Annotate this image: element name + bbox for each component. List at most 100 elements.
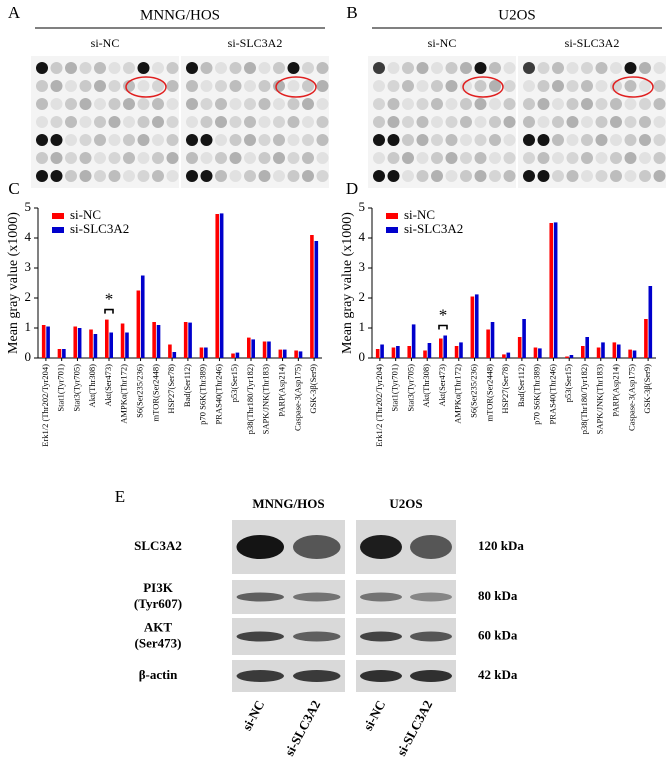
bar bbox=[502, 354, 506, 358]
y-tick-label: 1 bbox=[25, 319, 32, 334]
group-label: si-NC bbox=[428, 36, 457, 50]
dot bbox=[431, 116, 443, 128]
x-tick-label: Bad(Ser112) bbox=[516, 364, 526, 407]
dot bbox=[108, 134, 121, 146]
dot bbox=[402, 98, 414, 110]
dot bbox=[402, 62, 414, 74]
blot-cell-line: U2OS bbox=[389, 496, 422, 511]
dot bbox=[610, 134, 622, 146]
bar bbox=[219, 213, 224, 358]
dot bbox=[186, 170, 198, 182]
dot bbox=[416, 80, 429, 92]
dot bbox=[200, 134, 213, 146]
dot bbox=[595, 62, 608, 74]
dot bbox=[50, 98, 63, 110]
dot bbox=[50, 80, 63, 92]
dot bbox=[200, 152, 213, 164]
dot bbox=[416, 170, 429, 182]
x-tick-label: GSK-3β(Ser9) bbox=[642, 364, 652, 414]
panel-label: C bbox=[8, 179, 19, 198]
dot bbox=[316, 98, 329, 110]
dot bbox=[244, 134, 256, 146]
dot bbox=[489, 80, 501, 92]
dot bbox=[474, 170, 487, 182]
dot bbox=[186, 98, 198, 110]
protein-name: (Tyr607) bbox=[134, 596, 182, 611]
dot bbox=[65, 116, 77, 128]
x-tick-label: S6(Ser235/236) bbox=[469, 364, 479, 418]
dot bbox=[94, 116, 106, 128]
dot bbox=[36, 80, 48, 92]
dot bbox=[610, 152, 622, 164]
y-tick-label: 4 bbox=[25, 229, 32, 244]
dot bbox=[186, 62, 198, 74]
bar bbox=[188, 322, 192, 358]
bar bbox=[231, 353, 235, 358]
dot bbox=[152, 134, 164, 146]
dot bbox=[166, 152, 179, 164]
legend-swatch bbox=[52, 213, 64, 219]
protein-name: PI3K bbox=[143, 580, 174, 595]
dot bbox=[36, 170, 48, 182]
dot bbox=[489, 98, 501, 110]
y-tick-label: 3 bbox=[25, 259, 32, 274]
bar bbox=[407, 346, 412, 358]
blot-band bbox=[236, 535, 284, 559]
dot bbox=[215, 152, 227, 164]
bar bbox=[490, 322, 495, 358]
dot bbox=[229, 62, 242, 74]
legend-swatch bbox=[52, 227, 64, 233]
x-tick-label: p70 S6K(Thr389) bbox=[198, 364, 208, 425]
blot-band bbox=[410, 592, 452, 602]
dot bbox=[474, 62, 487, 74]
dot bbox=[152, 98, 164, 110]
x-tick-label: Akt(Thr308) bbox=[421, 364, 431, 408]
dot bbox=[36, 152, 48, 164]
dot bbox=[566, 62, 579, 74]
dot bbox=[595, 134, 608, 146]
dot bbox=[387, 62, 400, 74]
dot bbox=[152, 80, 164, 92]
x-tick-label: Erk1/2 (Thr202/Tyr204) bbox=[374, 364, 384, 447]
dot bbox=[123, 170, 135, 182]
dot bbox=[445, 80, 458, 92]
bar bbox=[411, 324, 416, 358]
x-tick-label: p53(Ser15) bbox=[229, 364, 239, 402]
dot bbox=[123, 152, 135, 164]
bar bbox=[262, 341, 267, 358]
dot bbox=[373, 62, 385, 74]
panel-label: A bbox=[8, 3, 21, 22]
x-tick-label: Bad(Ser112) bbox=[182, 364, 192, 407]
dot bbox=[137, 152, 150, 164]
dot bbox=[523, 80, 535, 92]
y-tick-label: 0 bbox=[25, 349, 32, 364]
y-tick-label: 0 bbox=[359, 349, 366, 364]
dot bbox=[503, 134, 516, 146]
dot bbox=[566, 170, 579, 182]
dot bbox=[65, 62, 77, 74]
dot bbox=[653, 116, 666, 128]
dot bbox=[624, 80, 637, 92]
lane-label: si-SLC3A2 bbox=[394, 698, 436, 759]
dot bbox=[581, 152, 593, 164]
dot bbox=[474, 134, 487, 146]
dot bbox=[50, 170, 63, 182]
dot bbox=[460, 116, 472, 128]
bar bbox=[152, 322, 156, 358]
dot bbox=[595, 80, 608, 92]
x-tick-label: SAPK/JNK(Thr183) bbox=[595, 364, 605, 435]
dot bbox=[287, 170, 300, 182]
dot bbox=[581, 62, 593, 74]
blot-band bbox=[293, 670, 341, 682]
dot bbox=[653, 170, 666, 182]
dot bbox=[50, 152, 63, 164]
dot bbox=[387, 116, 400, 128]
dot bbox=[65, 134, 77, 146]
dot bbox=[552, 80, 564, 92]
bar bbox=[396, 346, 400, 358]
dot bbox=[373, 134, 385, 146]
dot bbox=[595, 152, 608, 164]
bar bbox=[565, 356, 569, 358]
dot bbox=[258, 170, 271, 182]
dot bbox=[123, 62, 135, 74]
